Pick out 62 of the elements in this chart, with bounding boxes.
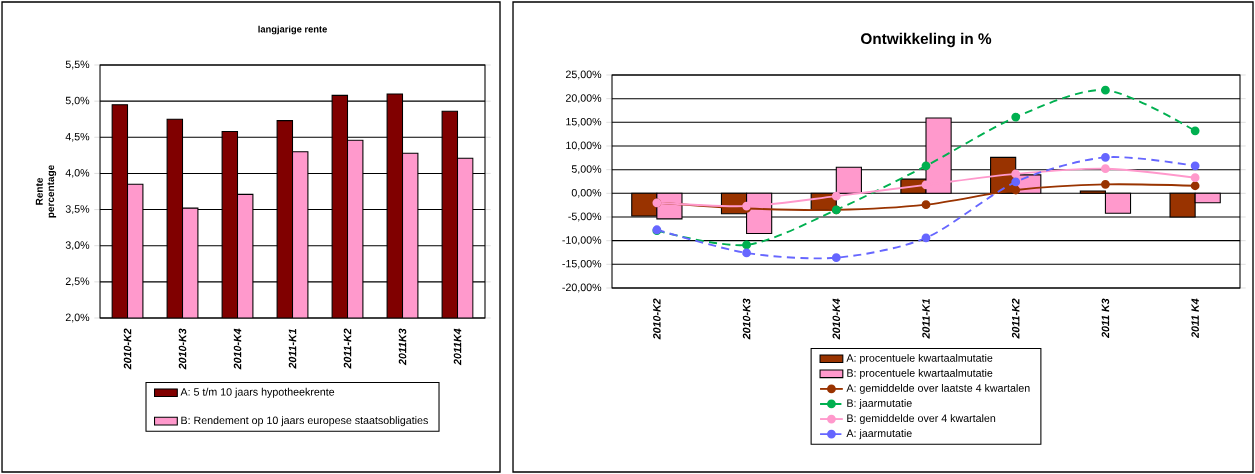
x-tick-label: 2011 K3	[1101, 298, 1110, 339]
point	[1190, 126, 1200, 136]
y-tick-label: 10,00%	[566, 141, 602, 151]
x-tick-label: 2010-K3	[742, 298, 751, 340]
point	[921, 200, 931, 210]
point	[921, 233, 931, 243]
y-tick-label: 3,0%	[65, 241, 90, 251]
y-tick-label: 4,0%	[65, 169, 90, 178]
x-tick-label: 2010-K2	[653, 298, 661, 340]
x-tick-label: 2011-K1	[288, 328, 297, 369]
y-tick-label: 2,5%	[65, 277, 90, 287]
legend-label: B: jaarmutatie	[847, 399, 912, 410]
legend-label: A: procentuele kwartaalmutatie	[846, 353, 993, 364]
point	[1101, 85, 1110, 95]
y-axis-title: Rente percentage	[35, 165, 57, 218]
chart-title: langjarige rente	[258, 25, 327, 35]
point	[1011, 185, 1021, 195]
point	[742, 240, 751, 250]
x-tick-label: 2010-K4	[233, 328, 242, 370]
x-tick-label: 2011-K2	[343, 328, 352, 369]
point	[1101, 179, 1110, 189]
y-tick-label: 5,00%	[571, 165, 602, 175]
y-tick-label: 25,00%	[565, 70, 602, 80]
point	[1101, 164, 1110, 174]
point	[742, 248, 751, 258]
point	[1011, 169, 1021, 179]
y-tick-label: 4,5%	[65, 132, 90, 142]
legend-label: A: 5 t/m 10 jaars hypotheekrente	[180, 387, 335, 398]
y-tick-label: -10,00%	[562, 236, 602, 246]
x-tick-label: 2011K4	[453, 328, 462, 366]
legend-label: B: Rendement op 10 jaars europese staatsobligaties	[181, 416, 428, 427]
point	[1011, 177, 1021, 187]
y-tick-label: -5,00%	[568, 212, 602, 222]
point	[1101, 152, 1110, 162]
y-tick-label: 3,5%	[65, 205, 90, 214]
x-tick-label: 2011-K1	[922, 298, 930, 339]
legend-label: A: jaarmutatie	[846, 429, 912, 440]
y-tick-label: 5,0%	[65, 96, 90, 106]
point	[921, 161, 931, 171]
y-tick-label: 5,5%	[65, 60, 90, 70]
x-tick-label: 2011K3	[398, 328, 407, 366]
point	[1011, 112, 1021, 122]
x-tick-label: 2010-K4	[832, 298, 841, 340]
x-tick-label: 2011 K4	[1191, 298, 1199, 339]
legend-label: B: gemiddelde over 4 kwartalen	[847, 414, 996, 425]
point	[1190, 181, 1200, 191]
point	[1190, 173, 1200, 183]
chart-title: Ontwikkeling in %	[861, 32, 992, 48]
point	[831, 253, 841, 263]
legend-label: B: procentuele kwartaalmutatie	[847, 368, 993, 379]
point	[1190, 161, 1200, 171]
x-tick-label: 2010-K3	[178, 328, 187, 370]
legend-label: A: gemiddelde over laatste 4 kwartalen	[846, 384, 1030, 394]
y-tick-label: 15,00%	[566, 117, 602, 127]
x-tick-label: 2010-K2	[123, 328, 132, 370]
x-tick-label: 2011-K2	[1011, 298, 1020, 339]
y-tick-label: -20,00%	[562, 283, 602, 293]
point	[831, 191, 841, 201]
y-tick-label: 20,00%	[565, 94, 602, 104]
y-tick-label: 2,0%	[65, 313, 90, 323]
y-tick-label: 0,00%	[571, 188, 602, 198]
y-tick-label: -15,00%	[562, 259, 602, 269]
